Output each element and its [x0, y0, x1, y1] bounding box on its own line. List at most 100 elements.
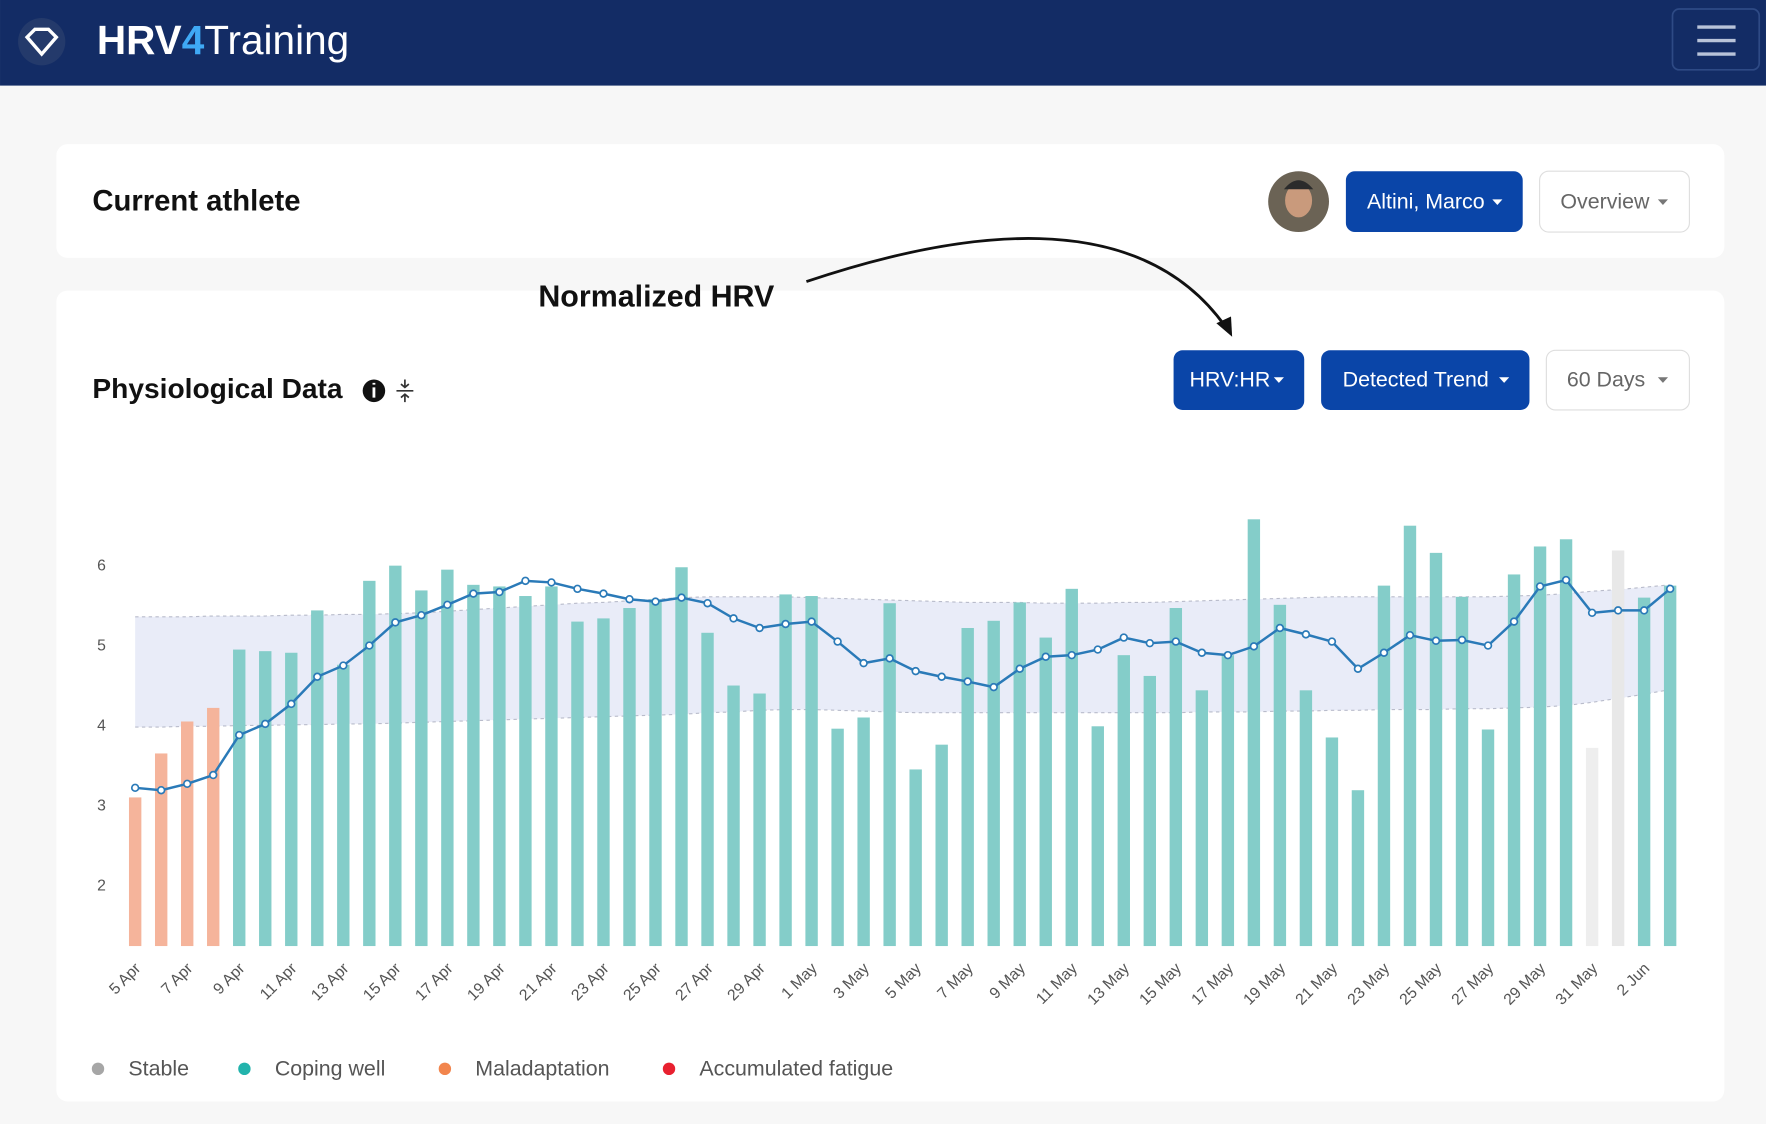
button-bg: [1321, 350, 1530, 410]
bar: [285, 652, 298, 947]
trend-button[interactable]: Detected Trend: [1321, 350, 1530, 410]
bar: [1299, 690, 1313, 947]
y-tick-label: 5: [97, 638, 106, 655]
info-icon[interactable]: [362, 379, 386, 403]
bar: [1611, 550, 1625, 947]
bar: [545, 586, 558, 947]
hrv-point: [261, 719, 270, 729]
view-button[interactable]: Overview: [1539, 170, 1690, 233]
hrv-point: [937, 672, 946, 681]
button-bg: [1539, 170, 1690, 233]
bar: [128, 797, 142, 947]
legend-dot: [438, 1062, 452, 1076]
hrv-point: [1613, 606, 1623, 615]
caret: [1492, 199, 1503, 205]
menu-frame: [1671, 8, 1761, 71]
arrow-head: [1216, 316, 1233, 337]
y-tick-label: 6: [97, 558, 106, 575]
bar: [1559, 539, 1573, 947]
hrv-point: [1301, 630, 1311, 639]
bar: [1429, 552, 1443, 947]
hrv-point: [287, 699, 296, 709]
bar: [623, 608, 636, 947]
caret: [1657, 199, 1668, 205]
athlete-title: Current athlete: [92, 184, 300, 217]
metric-button[interactable]: HRV:HR: [1173, 350, 1305, 410]
bar: [649, 599, 662, 947]
hrv-point: [1067, 650, 1076, 660]
annotation: Normalized HRV: [538, 279, 775, 313]
bar: [727, 685, 740, 947]
bar: [1117, 655, 1130, 947]
athlete-button[interactable]: Altini, Marco: [1345, 171, 1523, 233]
hrv-point: [182, 779, 192, 789]
hrv-point: [495, 587, 504, 597]
hrv-point: [989, 682, 998, 692]
bar: [1013, 602, 1026, 947]
hrv-point: [885, 654, 894, 663]
bar: [883, 603, 896, 947]
hrv-point: [1197, 648, 1207, 657]
button-label: Altini, Marco: [1367, 189, 1485, 213]
bar: [154, 753, 168, 947]
logo-heart: [24, 27, 59, 57]
button-bg: [1173, 350, 1305, 410]
legend-label: Coping well: [275, 1057, 386, 1081]
hrv-point: [1275, 623, 1285, 633]
bar: [1403, 525, 1417, 947]
bar: [1377, 585, 1391, 947]
bar: [1637, 597, 1651, 947]
brand[interactable]: HRV4Training: [97, 17, 349, 63]
hrv-point: [547, 578, 556, 587]
bar: [181, 721, 194, 947]
bar: [259, 651, 272, 947]
bar: [493, 586, 506, 947]
bar: [831, 728, 844, 947]
trend-band: [135, 584, 1671, 728]
hrv-point: [1223, 650, 1233, 660]
bar: [1195, 690, 1209, 947]
bar: [1325, 737, 1339, 947]
bar: [1351, 790, 1365, 947]
bar: [441, 569, 454, 947]
hrv-point: [1353, 664, 1363, 673]
hrv-point: [365, 641, 374, 650]
logo[interactable]: [18, 18, 66, 66]
legend-label: Maladaptation: [475, 1057, 609, 1081]
hrv-point: [1093, 645, 1102, 654]
avatar-hat: [1283, 180, 1314, 190]
legend-label: Accumulated fatigue: [699, 1057, 893, 1081]
hrv-point: [469, 589, 478, 598]
button-bg: [1545, 349, 1690, 411]
bar: [389, 565, 402, 947]
bar: [1585, 747, 1599, 947]
menu-button[interactable]: [1671, 8, 1761, 71]
bar: [467, 584, 480, 947]
hrv-point: [1327, 637, 1337, 646]
hrv-point: [1041, 652, 1050, 661]
hrv-point: [625, 594, 634, 604]
hrv-point: [1405, 630, 1415, 640]
hrv-point: [1249, 642, 1259, 651]
bar: [935, 744, 948, 947]
bar: [519, 596, 532, 947]
bar: [961, 627, 974, 947]
range-button[interactable]: 60 Days: [1545, 349, 1690, 411]
navbar: [0, 0, 1766, 86]
avatar[interactable]: [1268, 171, 1329, 233]
bar: [1247, 519, 1261, 947]
brand-c: Training: [204, 17, 349, 63]
hrv-point: [781, 619, 790, 629]
legend-dot: [662, 1062, 676, 1076]
hrv-point: [1431, 636, 1441, 646]
hrv-point: [1639, 606, 1649, 615]
bar: [1143, 675, 1157, 947]
hrv-point: [1587, 608, 1597, 618]
bar: [857, 717, 870, 947]
hrv-point: [156, 785, 166, 795]
hrv-point: [677, 593, 686, 602]
hrv-point: [1015, 664, 1024, 673]
collapse-icon[interactable]: [396, 379, 414, 403]
hrv-point: [1509, 617, 1519, 626]
